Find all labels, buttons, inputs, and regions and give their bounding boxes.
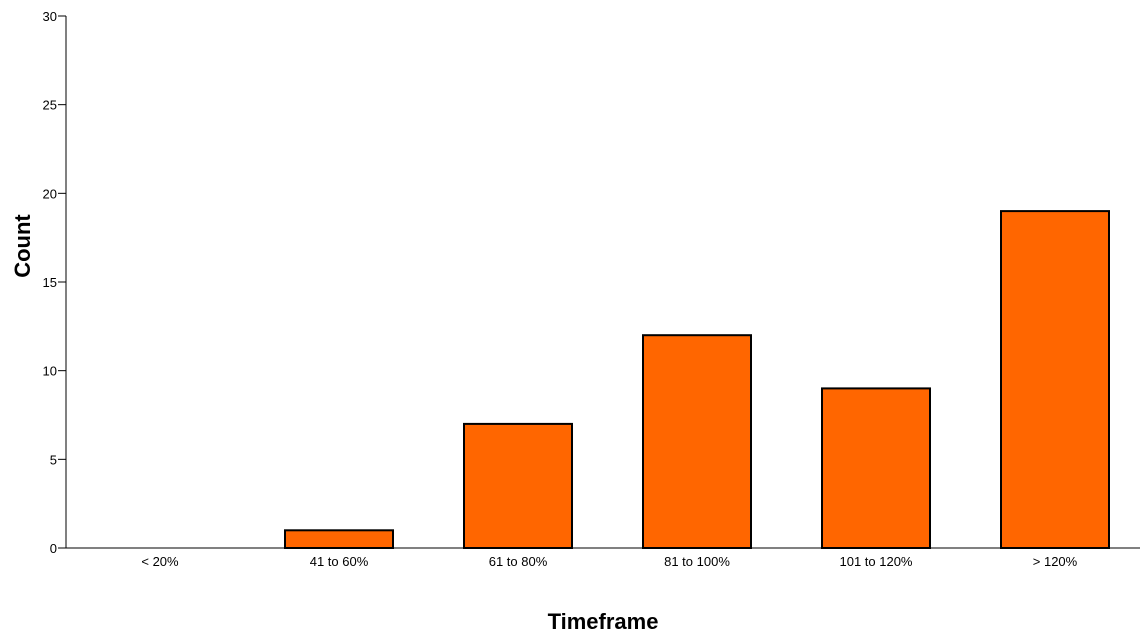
bar-1 (284, 529, 394, 549)
y-tick-label: 10 (43, 364, 57, 379)
x-tick-label: < 20% (141, 554, 179, 569)
y-tick-label: 20 (43, 186, 57, 201)
x-tick-label: 41 to 60% (310, 554, 369, 569)
bar-3 (642, 334, 752, 550)
y-tick-label: 5 (50, 452, 57, 467)
bar-4 (821, 387, 931, 549)
y-tick-label: 30 (43, 9, 57, 24)
x-tick-label: > 120% (1033, 554, 1078, 569)
x-axis-title: Timeframe (548, 609, 659, 633)
x-tick-label: 101 to 120% (839, 554, 912, 569)
y-tick-label: 15 (43, 275, 57, 290)
x-tick-label: 81 to 100% (664, 554, 730, 569)
bar-5 (1000, 210, 1110, 549)
bar-2 (463, 422, 573, 549)
axes-layer (65, 16, 1140, 549)
y-tick-label: 25 (43, 98, 57, 113)
x-ticks-layer: < 20% 41 to 60% 61 to 80% 81 to 100% 101 to … (141, 554, 1077, 569)
bars-layer (284, 210, 1110, 550)
y-axis-title: Count (10, 214, 35, 278)
y-ticks-layer: 0 5 10 15 20 25 30 (43, 9, 66, 556)
y-tick-label: 0 (50, 541, 57, 556)
x-tick-label: 61 to 80% (489, 554, 548, 569)
